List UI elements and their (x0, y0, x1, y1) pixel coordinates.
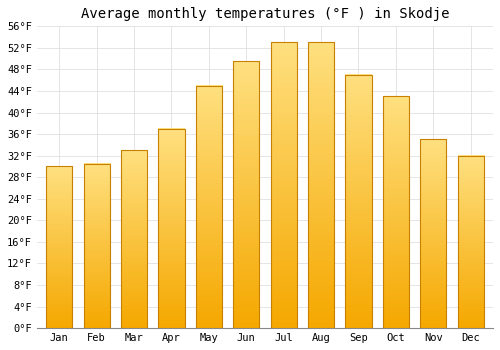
Bar (308, 42, 334, 328)
Bar (84, 164, 110, 328)
Bar (121, 150, 147, 328)
Bar (158, 129, 184, 328)
Bar (46, 167, 72, 328)
Bar (233, 61, 260, 328)
Bar (420, 140, 446, 328)
Bar (382, 96, 409, 328)
Bar (196, 86, 222, 328)
Title: Average monthly temperatures (°F ) in Skodje: Average monthly temperatures (°F ) in Sk… (80, 7, 449, 21)
Bar (346, 75, 372, 328)
Bar (270, 42, 296, 328)
Bar (458, 156, 483, 328)
